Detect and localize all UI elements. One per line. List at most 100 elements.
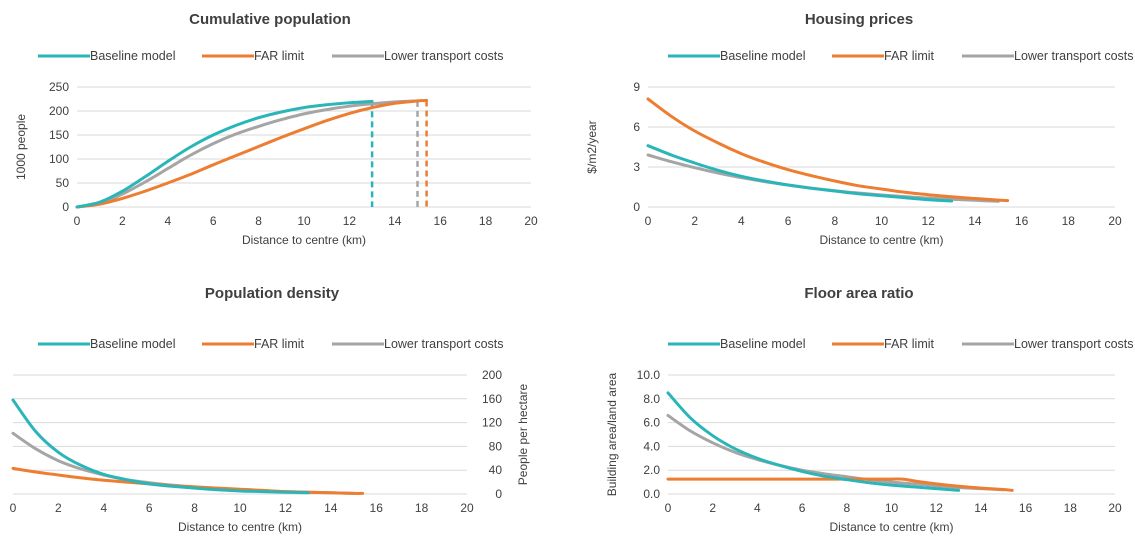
x-tick-label: 12 [343,214,357,228]
legend-item-baseline-model: Baseline model [38,49,175,63]
series-line-baseline-model [646,144,954,203]
y-tick-label: 80 [489,439,503,453]
chart-svg-cumulative-population: Cumulative population Baseline model FAR l… [14,11,538,247]
chart-title: Population density [205,285,340,302]
chart-title: Floor area ratio [804,285,913,302]
x-tick-label: 4 [754,501,761,515]
x-tick-label: 8 [843,501,850,515]
x-tick-label: 12 [922,214,936,228]
y-tick-label: 150 [49,128,69,142]
y-tick-label: 200 [482,368,502,382]
x-tick-label: 8 [191,501,198,515]
x-tick-label: 14 [968,214,982,228]
y-tick-label: 2.0 [643,463,660,477]
x-tick-label: 6 [146,501,153,515]
legend-item-lower-transport-costs: Lower transport costs [962,49,1134,63]
legend-item-lower-transport-costs: Lower transport costs [332,337,504,351]
x-tick-label: 2 [119,214,126,228]
series-line-baseline-model [11,398,310,495]
x-tick-label: 16 [434,214,448,228]
x-tick-label: 6 [785,214,792,228]
legend-label: FAR limit [254,49,305,63]
x-tick-label: 0 [645,214,652,228]
x-tick-label: 16 [1015,214,1029,228]
y-tick-label: 50 [56,176,70,190]
y-tick-label: 200 [49,104,69,118]
chart-title: Cumulative population [189,11,351,28]
y-axis-label: Building area/land area [605,372,619,496]
y-axis-label: $/m2/year [585,120,599,173]
legend-label: Baseline model [720,337,805,351]
y-axis-label: 1000 people [14,114,28,180]
chart-housing-prices: Housing prices Baseline model FAR limit Low… [568,0,1135,274]
legend-item-far-limit: FAR limit [202,49,305,63]
y-tick-label: 9 [633,80,640,94]
x-tick-label: 10 [233,501,247,515]
y-tick-label: 100 [49,152,69,166]
x-axis-label: Distance to centre (km) [178,520,302,534]
legend-item-baseline-model: Baseline model [668,337,805,351]
x-tick-label: 14 [974,501,988,515]
x-tick-label: 16 [1019,501,1033,515]
legend-label: Baseline model [90,49,175,63]
y-tick-label: 6.0 [643,416,660,430]
x-tick-label: 20 [524,214,538,228]
series-line-far-limit [75,98,429,209]
y-tick-label: 6 [633,120,640,134]
legend-label: Lower transport costs [384,337,504,351]
series-line-far-limit [666,477,1014,492]
x-tick-label: 18 [479,214,493,228]
chart-floor-area-ratio: Floor area ratio Baseline model FAR limit L… [568,274,1135,548]
y-tick-label: 10.0 [637,368,661,382]
series-line-far-limit [11,466,365,495]
legend-label: Lower transport costs [1014,337,1134,351]
x-axis-label: Distance to centre (km) [242,233,366,247]
legend-label: Baseline model [90,337,175,351]
x-tick-label: 14 [388,214,402,228]
x-axis-label: Distance to centre (km) [829,520,953,534]
x-tick-label: 16 [370,501,384,515]
x-tick-label: 20 [1108,501,1122,515]
x-tick-label: 2 [55,501,62,515]
x-tick-label: 20 [460,501,474,515]
chart-svg-population-density: Population density Baseline model FAR limi… [10,285,530,534]
x-tick-label: 6 [799,501,806,515]
chart-population-density: Population density Baseline model FAR limi… [0,274,567,548]
legend-label: Lower transport costs [384,49,504,63]
x-tick-label: 8 [831,214,838,228]
legend-item-far-limit: FAR limit [832,337,935,351]
chart-cumulative-population: Cumulative population Baseline model FAR l… [0,0,567,274]
series-line-far-limit [646,97,1010,203]
x-tick-label: 2 [709,501,716,515]
legend-label: FAR limit [254,337,305,351]
series-line-baseline-model [75,99,374,209]
y-tick-label: 8.0 [643,392,660,406]
legend-label: Lower transport costs [1014,49,1134,63]
legend-item-far-limit: FAR limit [832,49,935,63]
legend-item-far-limit: FAR limit [202,337,305,351]
legend-label: FAR limit [884,337,935,351]
x-tick-label: 10 [875,214,889,228]
x-tick-label: 14 [324,501,338,515]
x-tick-label: 10 [885,501,899,515]
x-tick-label: 10 [297,214,311,228]
y-tick-label: 0 [495,487,502,501]
y-tick-label: 250 [49,80,69,94]
chart-title: Housing prices [805,11,913,28]
y-tick-label: 0 [633,200,640,214]
x-tick-label: 2 [691,214,698,228]
y-tick-label: 40 [489,463,503,477]
legend-item-baseline-model: Baseline model [38,337,175,351]
x-tick-label: 8 [255,214,262,228]
y-tick-label: 0 [62,200,69,214]
legend-item-lower-transport-costs: Lower transport costs [962,337,1134,351]
x-tick-label: 12 [930,501,944,515]
y-tick-label: 3 [633,160,640,174]
series-line-lower-transport-costs [11,431,355,495]
series-line-lower-transport-costs [75,99,419,209]
y-tick-label: 120 [482,416,502,430]
legend-label: Baseline model [720,49,805,63]
chart-svg-housing-prices: Housing prices Baseline model FAR limit Low… [585,11,1134,247]
x-tick-label: 0 [74,214,81,228]
x-tick-label: 18 [415,501,429,515]
